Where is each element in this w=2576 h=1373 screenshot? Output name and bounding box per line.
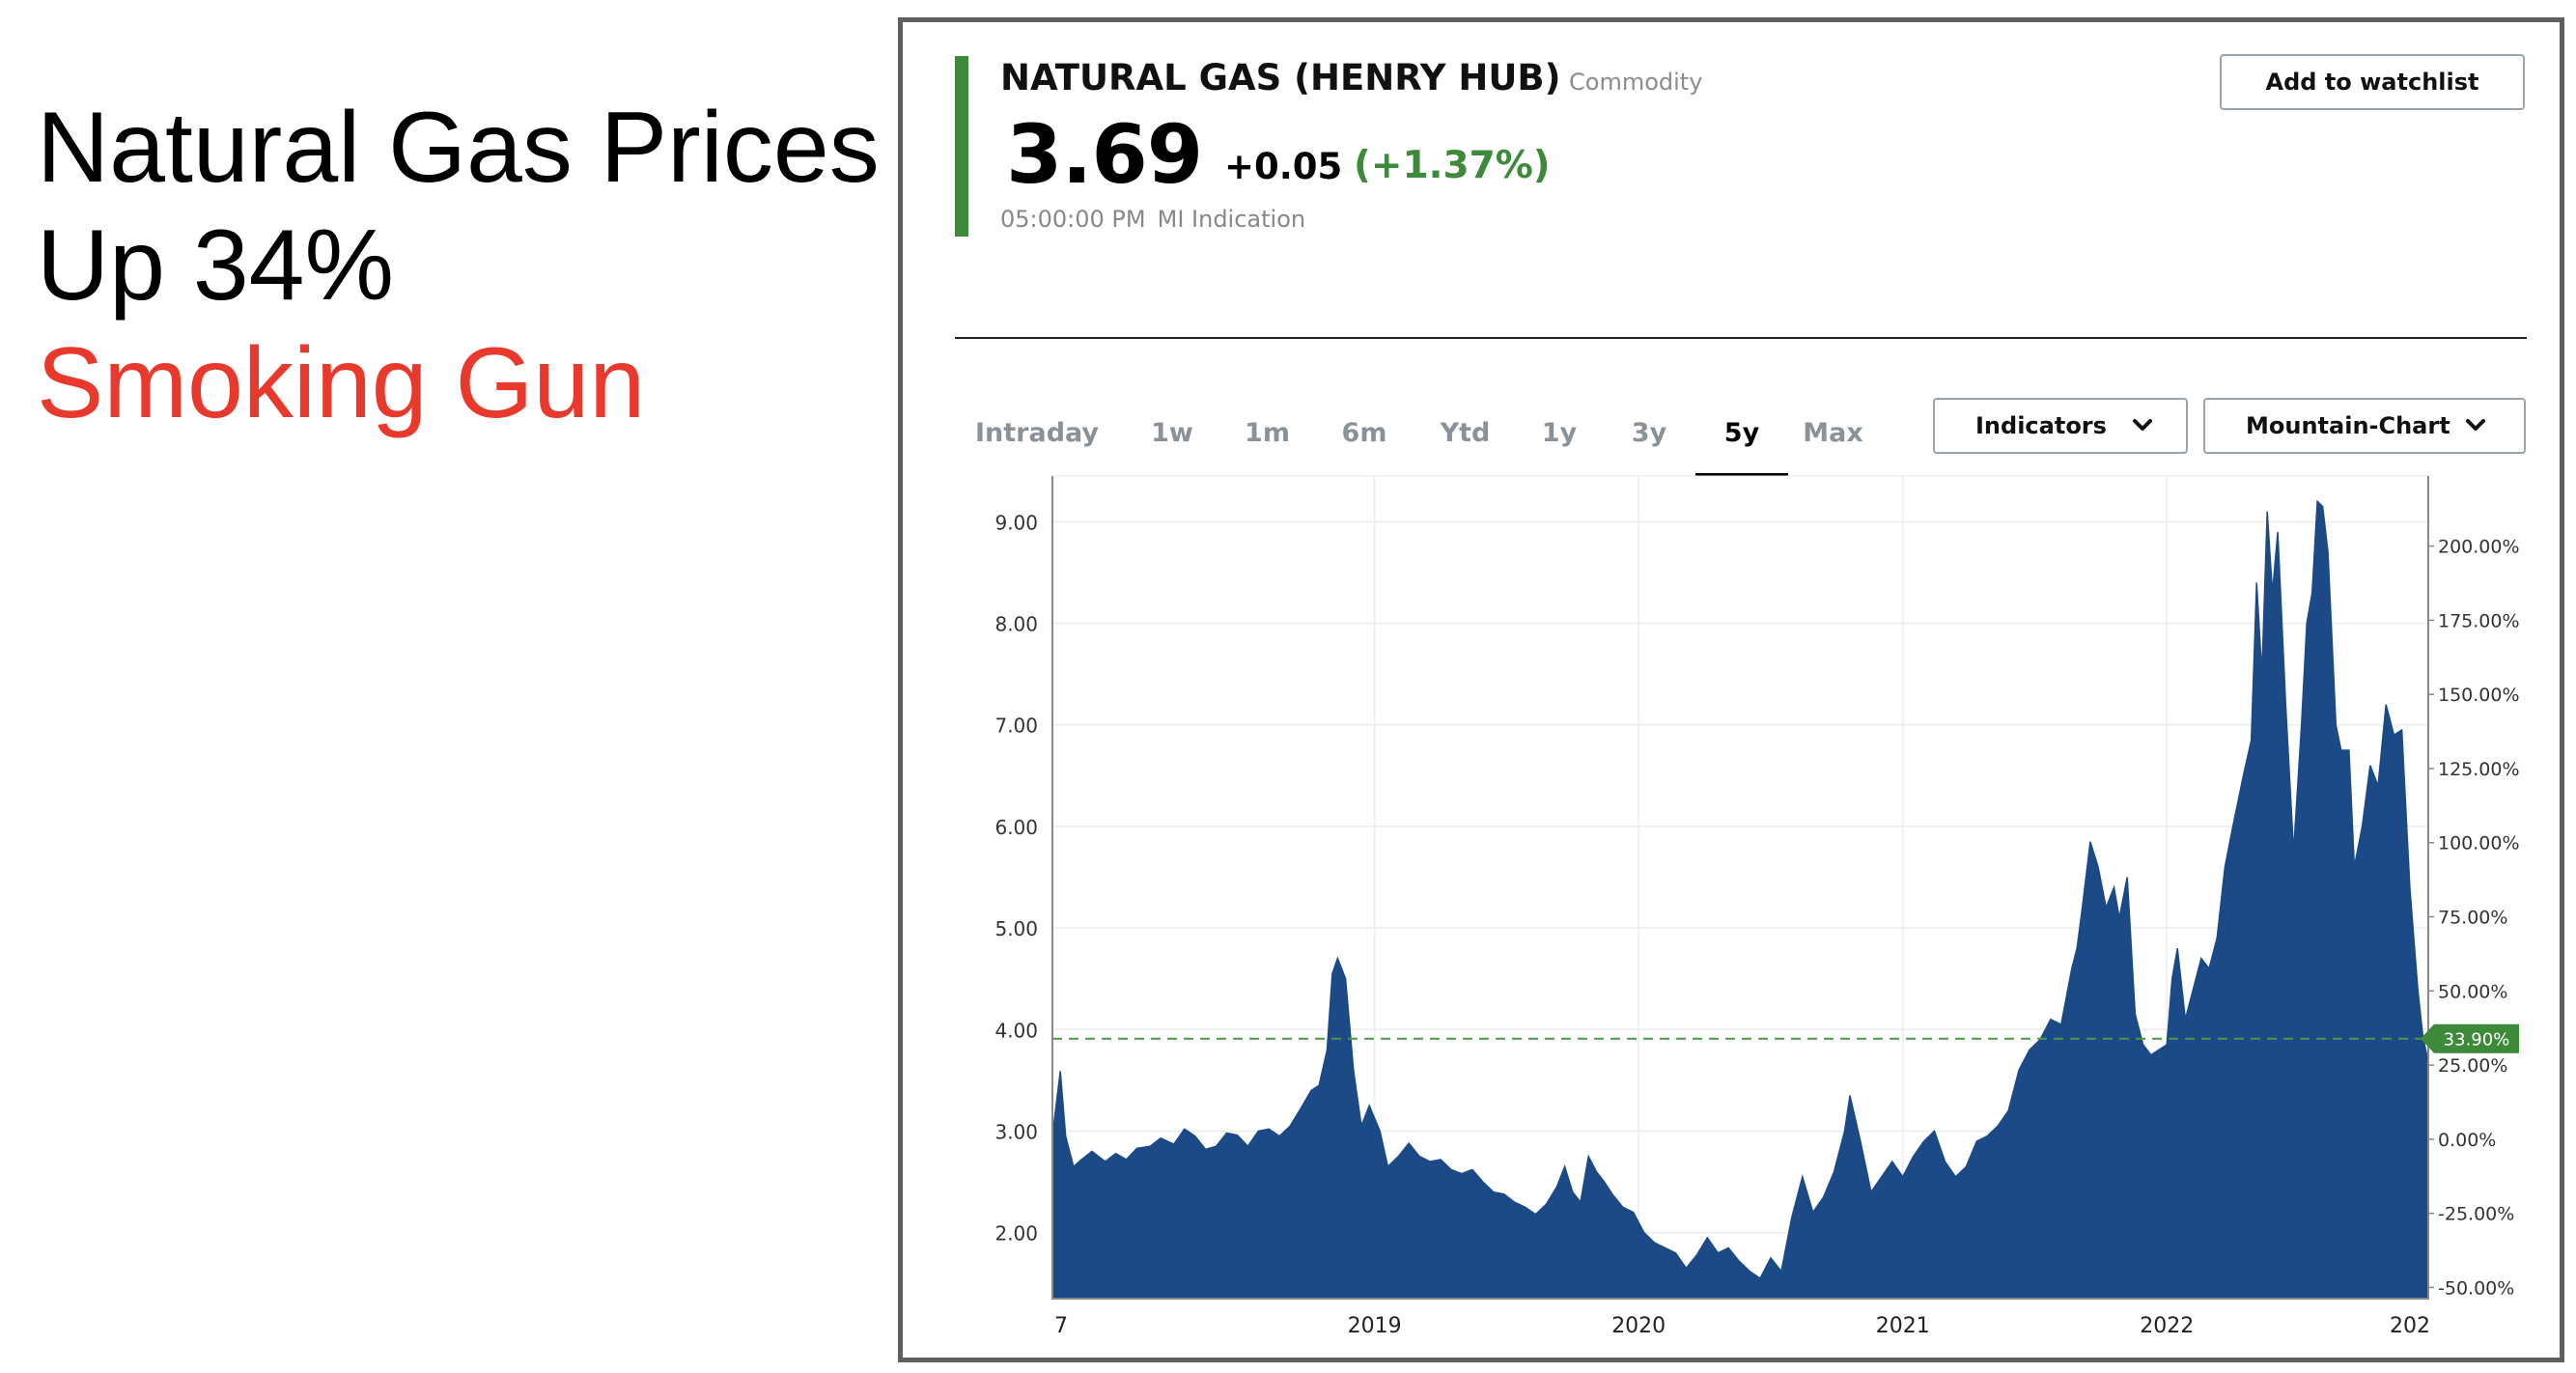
- price-chart[interactable]: 2.00 3.00 4.00 5.00 6.00 7.00 8.00 9.00 -50.00% -…: [903, 22, 2560, 1358]
- y-tick-label-left: 9.00: [994, 511, 1038, 534]
- slide-subtitle: Smoking Gun: [37, 327, 646, 439]
- tab-1w[interactable]: 1w: [1151, 418, 1193, 448]
- x-tick-label: 202: [2390, 1314, 2430, 1338]
- timeframe-tabs: Intraday 1w 1m 6m Ytd 1y 3y 5y Max: [955, 394, 1863, 477]
- tab-ytd[interactable]: Ytd: [1440, 418, 1491, 448]
- price-change-percent: (+1.37%): [1354, 144, 1551, 187]
- y-tick-label-right: 50.00%: [2438, 981, 2507, 1002]
- y-tick-label-right: 25.00%: [2438, 1055, 2507, 1077]
- tab-max[interactable]: Max: [1803, 418, 1863, 448]
- quote-timestamp: 05:00:00 PM MI Indication: [1000, 206, 1305, 233]
- y-tick-label-right: 0.00%: [2438, 1130, 2496, 1151]
- tab-1m[interactable]: 1m: [1245, 418, 1290, 448]
- price-area: [1051, 499, 2429, 1300]
- y-tick-label-right: -25.00%: [2438, 1204, 2514, 1225]
- y-tick-label-left: 8.00: [994, 613, 1038, 636]
- chevron-down-icon: [2466, 419, 2485, 431]
- tab-1y[interactable]: 1y: [1541, 418, 1578, 448]
- tab-3y[interactable]: 3y: [1631, 418, 1667, 448]
- x-tick-label: 2022: [2140, 1314, 2194, 1338]
- x-tick-label: 2020: [1611, 1314, 1666, 1338]
- y-tick-label-left: 7.00: [994, 715, 1038, 738]
- y-tick-label-left: 3.00: [994, 1120, 1038, 1143]
- tab-intraday[interactable]: Intraday: [974, 418, 1100, 448]
- price-change: +0.05: [1224, 146, 1343, 187]
- indicators-dropdown[interactable]: Indicators: [1933, 398, 2188, 454]
- chart-type-label: Mountain-Chart: [2246, 412, 2450, 439]
- y-tick-label-left: 4.00: [994, 1019, 1038, 1042]
- x-tick-label: 7: [1054, 1314, 1068, 1338]
- add-to-watchlist-button[interactable]: Add to watchlist: [2220, 54, 2525, 110]
- reference-badge-label: 33.90%: [2444, 1030, 2510, 1051]
- quote-source: MI Indication: [1157, 206, 1306, 233]
- x-tick-label: 2021: [1876, 1314, 1930, 1338]
- chevron-down-icon: [2133, 419, 2152, 431]
- instrument-type: Commodity: [1569, 69, 1703, 96]
- quote-time: 05:00:00 PM: [1000, 206, 1146, 233]
- instrument-name: NATURAL GAS (HENRY HUB): [1000, 57, 1561, 98]
- reference-badge: [2421, 1023, 2519, 1053]
- y-tick-label-right: 150.00%: [2438, 685, 2520, 706]
- slide-title-line-2: Up 34%: [37, 210, 394, 322]
- y-tick-label-right: -50.00%: [2438, 1277, 2514, 1299]
- slide-title: Natural Gas Prices Up 34% Smoking Gun: [37, 89, 886, 442]
- y-tick-label-left: 2.00: [994, 1222, 1038, 1246]
- chart-type-dropdown[interactable]: Mountain-Chart: [2203, 398, 2526, 454]
- y-tick-label-right: 75.00%: [2438, 908, 2507, 929]
- y-tick-label-left: 6.00: [994, 816, 1038, 839]
- slide-title-line-1: Natural Gas Prices: [37, 92, 880, 204]
- header-divider: [955, 337, 2527, 339]
- last-price: 3.69: [1006, 107, 1203, 202]
- accent-bar: [955, 56, 968, 237]
- y-tick-label-right: 125.00%: [2438, 759, 2520, 780]
- y-tick-label-right: 175.00%: [2438, 610, 2520, 631]
- y-tick-label-right: 100.00%: [2438, 833, 2520, 855]
- y-tick-label-right: 200.00%: [2438, 537, 2520, 558]
- tab-5y[interactable]: 5y: [1695, 394, 1788, 477]
- indicators-label: Indicators: [1975, 412, 2107, 439]
- x-tick-label: 2019: [1348, 1314, 1402, 1338]
- quote-panel: NATURAL GAS (HENRY HUB) Commodity 3.69 +…: [898, 17, 2564, 1362]
- y-tick-label-left: 5.00: [994, 917, 1038, 940]
- tab-6m[interactable]: 6m: [1341, 418, 1387, 448]
